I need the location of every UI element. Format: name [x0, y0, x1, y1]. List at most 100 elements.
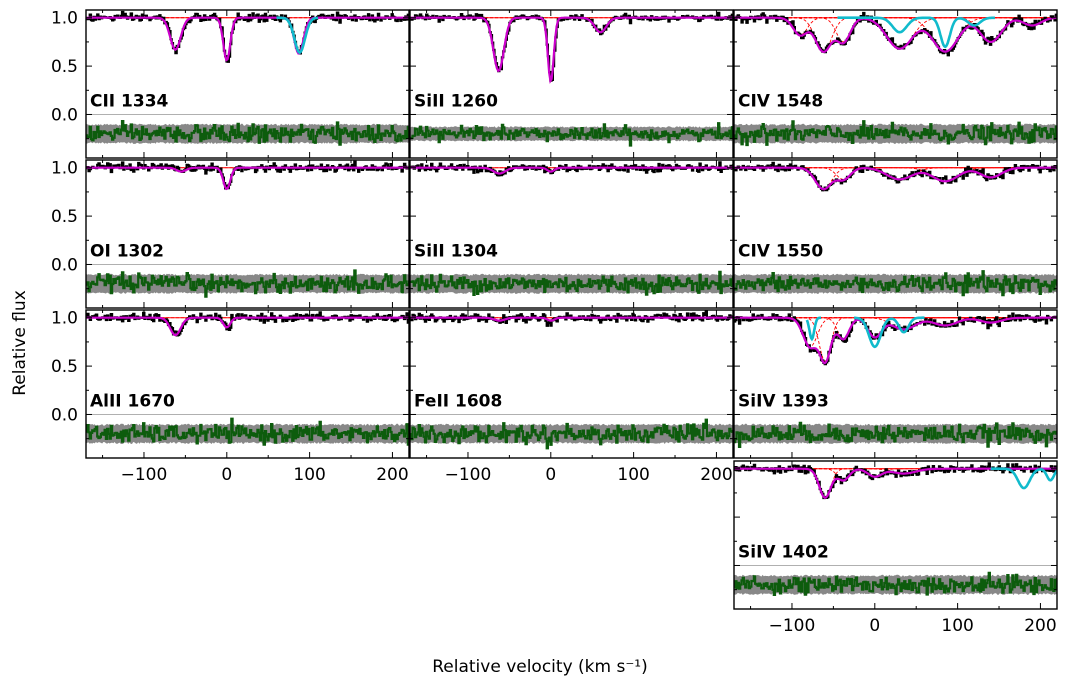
y-tick-label: 1.0 — [51, 159, 78, 179]
panel-plot-area — [734, 11, 1057, 147]
component-profile — [734, 317, 1057, 324]
residual-series — [410, 270, 733, 296]
spectrum-panel: SiII 1260 — [409, 9, 734, 159]
x-tick-label: 100 — [617, 465, 649, 485]
x-tick-label: −100 — [445, 465, 492, 485]
panel-frame — [85, 159, 410, 309]
y-tick-label: 1.0 — [51, 309, 78, 329]
model-fit-series — [410, 166, 733, 175]
x-tick-label: 200 — [376, 465, 408, 485]
x-tick-label: 100 — [293, 465, 325, 485]
panel-plot-area — [410, 310, 733, 450]
blend-model-series — [837, 16, 995, 49]
y-tick-label: 0.0 — [51, 405, 78, 425]
panel-plot-area — [86, 311, 409, 446]
panel-frame — [85, 309, 410, 459]
flux-data-series — [86, 160, 409, 190]
residual-series — [86, 269, 409, 298]
ion-label: CIV 1548 — [738, 92, 823, 112]
model-fit-series — [410, 16, 733, 84]
spectrum-panel: CIV 1548 — [733, 9, 1058, 159]
blend-model-series — [805, 316, 822, 342]
panel-plot-area — [410, 11, 733, 147]
spectrum-panel: 0.0 0.5 1.0 OI 1302 — [51, 159, 410, 309]
spectrum-panel: 0.0 0.5 1.0 −100 0 100 200 AlII 1670 — [51, 309, 410, 485]
x-tick-label: −100 — [121, 465, 168, 485]
residual-series — [734, 571, 1057, 596]
x-tick-label: 200 — [1024, 616, 1056, 636]
blend-model-series — [854, 316, 925, 349]
x-axis-title: Relative velocity (km s⁻¹) — [432, 657, 648, 677]
panel-plot-area — [86, 160, 409, 298]
panel-plot-area — [86, 10, 409, 146]
ion-label: CII 1334 — [90, 92, 169, 112]
panel-plot-area — [734, 161, 1057, 297]
model-fit-series — [734, 16, 1057, 54]
panel-frame — [733, 9, 1058, 159]
component-profile — [734, 317, 1057, 362]
x-tick-label: 0 — [869, 616, 880, 636]
model-fit-series — [410, 316, 733, 322]
panels-layer: 0.0 0.5 1.0 CII 1334 SiII 1260 CIV 1548 0.0 0.5… — [51, 9, 1058, 636]
component-profile — [86, 17, 409, 54]
model-fit-series — [86, 316, 409, 337]
component-profile — [86, 17, 409, 61]
panel-frame — [409, 9, 734, 159]
spectrum-panel: SiII 1304 — [409, 159, 734, 309]
model-fit-series — [734, 316, 1057, 365]
flux-data-series — [410, 161, 733, 177]
x-tick-label: −100 — [769, 616, 816, 636]
flux-data-series — [86, 10, 409, 63]
panel-frame — [409, 309, 734, 459]
residual-series — [734, 270, 1057, 297]
residual-series — [410, 418, 733, 450]
y-tick-label: 0.5 — [51, 207, 78, 227]
x-tick-label: 0 — [545, 465, 556, 485]
spectrum-panel: −100 0 100 200 SiIV 1402 — [733, 460, 1058, 636]
x-tick-label: 200 — [700, 465, 732, 485]
ion-label: SiII 1260 — [414, 92, 498, 112]
y-tick-label: 0.5 — [51, 357, 78, 377]
panel-plot-area — [734, 462, 1057, 596]
spectrum-panel: SiIV 1393 — [733, 309, 1058, 459]
y-tick-label: 0.5 — [51, 57, 78, 77]
y-tick-label: 0.0 — [51, 105, 78, 125]
model-fit-series — [734, 166, 1057, 191]
blend-model-series — [990, 467, 1057, 490]
ion-label: SiIV 1393 — [738, 392, 829, 412]
component-profile — [86, 317, 409, 336]
panel-plot-area — [734, 312, 1057, 448]
ion-label: SiII 1304 — [414, 242, 498, 262]
component-profile — [410, 17, 733, 83]
residual-series — [86, 417, 409, 446]
ion-label: SiIV 1402 — [738, 543, 829, 563]
ion-label: AlII 1670 — [90, 392, 175, 412]
y-tick-label: 0.0 — [51, 255, 78, 275]
flux-data-series — [86, 311, 409, 337]
flux-data-series — [734, 312, 1057, 366]
panel-frame — [733, 460, 1058, 610]
residual-series — [734, 421, 1057, 448]
component-profile — [410, 17, 733, 72]
model-fit-series — [734, 467, 1057, 499]
flux-data-series — [734, 462, 1057, 500]
y-tick-label: 1.0 — [51, 9, 78, 29]
component-profile — [410, 17, 733, 33]
ion-label: OI 1302 — [90, 242, 164, 262]
panel-plot-area — [410, 161, 733, 296]
y-axis-title: Relative flux — [10, 290, 30, 396]
residual-series — [734, 120, 1057, 147]
component-profile — [734, 17, 1057, 26]
spectrum-panel: CIV 1550 — [733, 159, 1058, 309]
panel-frame — [733, 309, 1058, 459]
flux-data-series — [410, 11, 733, 82]
panel-frame — [85, 9, 410, 159]
panel-frame — [733, 159, 1058, 309]
residual-series — [410, 122, 733, 147]
model-fit-series — [86, 16, 409, 62]
residual-series — [86, 120, 409, 146]
x-tick-label: 0 — [221, 465, 232, 485]
x-tick-label: 100 — [941, 616, 973, 636]
panel-frame — [409, 159, 734, 309]
